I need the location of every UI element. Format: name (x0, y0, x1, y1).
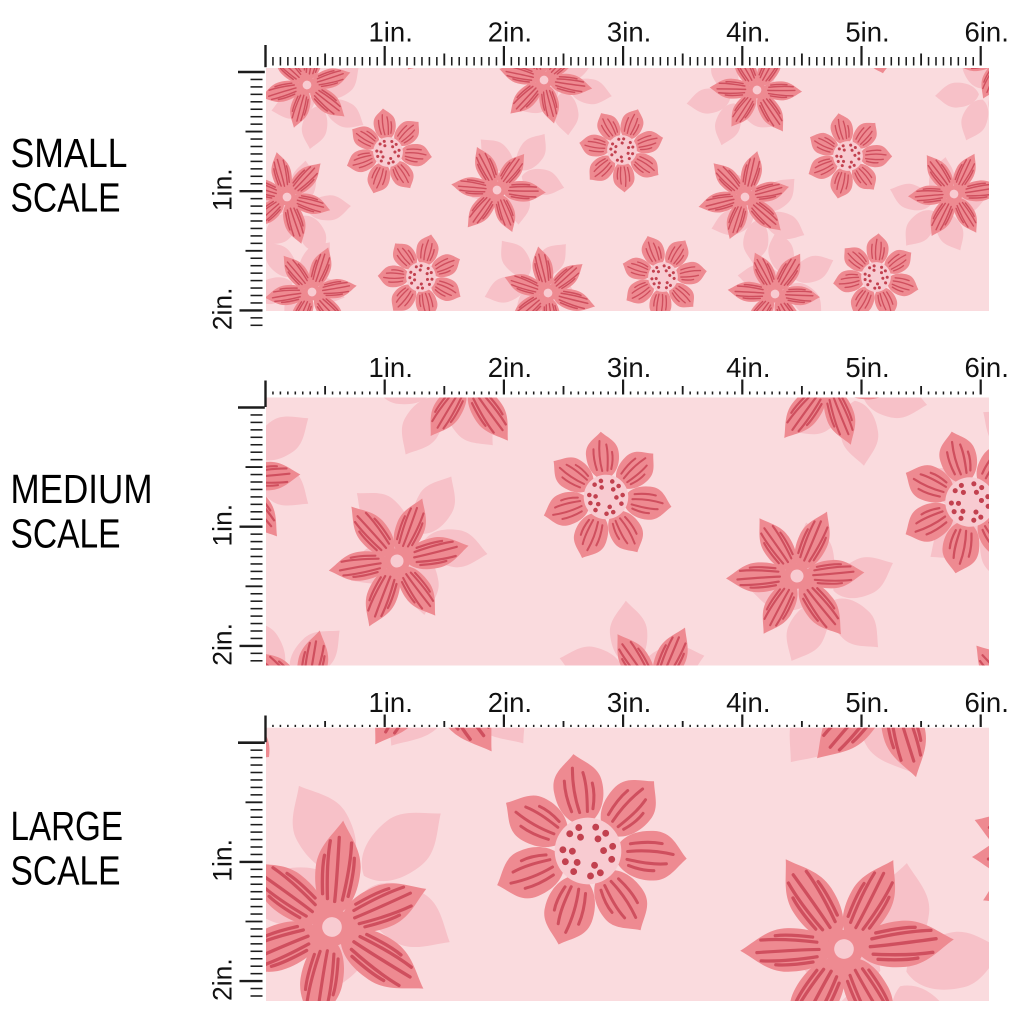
svg-text:6in.: 6in. (965, 17, 1009, 48)
svg-text:3in.: 3in. (607, 352, 651, 383)
svg-text:2in.: 2in. (488, 17, 532, 48)
svg-text:4in.: 4in. (726, 687, 770, 718)
svg-text:1in.: 1in. (208, 839, 238, 882)
svg-text:1in.: 1in. (369, 352, 413, 383)
svg-text:1in.: 1in. (208, 168, 238, 211)
svg-text:SCALE: SCALE (11, 510, 121, 556)
svg-text:3in.: 3in. (607, 687, 651, 718)
svg-text:3in.: 3in. (607, 17, 651, 48)
svg-text:SMALL: SMALL (11, 130, 128, 176)
svg-text:4in.: 4in. (726, 17, 770, 48)
svg-text:4in.: 4in. (726, 352, 770, 383)
svg-text:SCALE: SCALE (11, 848, 121, 894)
svg-text:2in.: 2in. (208, 288, 238, 331)
svg-text:6in.: 6in. (965, 687, 1009, 718)
svg-text:1in.: 1in. (369, 17, 413, 48)
svg-text:MEDIUM: MEDIUM (11, 466, 153, 512)
svg-text:SCALE: SCALE (11, 175, 121, 221)
svg-text:2in.: 2in. (488, 687, 532, 718)
svg-text:1in.: 1in. (369, 687, 413, 718)
svg-text:LARGE: LARGE (11, 803, 124, 849)
svg-text:2in.: 2in. (208, 623, 238, 666)
svg-text:5in.: 5in. (845, 352, 889, 383)
svg-text:2in.: 2in. (208, 958, 238, 1001)
svg-text:2in.: 2in. (488, 352, 532, 383)
svg-text:1in.: 1in. (208, 504, 238, 547)
svg-text:5in.: 5in. (845, 17, 889, 48)
svg-text:5in.: 5in. (845, 687, 889, 718)
svg-text:6in.: 6in. (965, 352, 1009, 383)
